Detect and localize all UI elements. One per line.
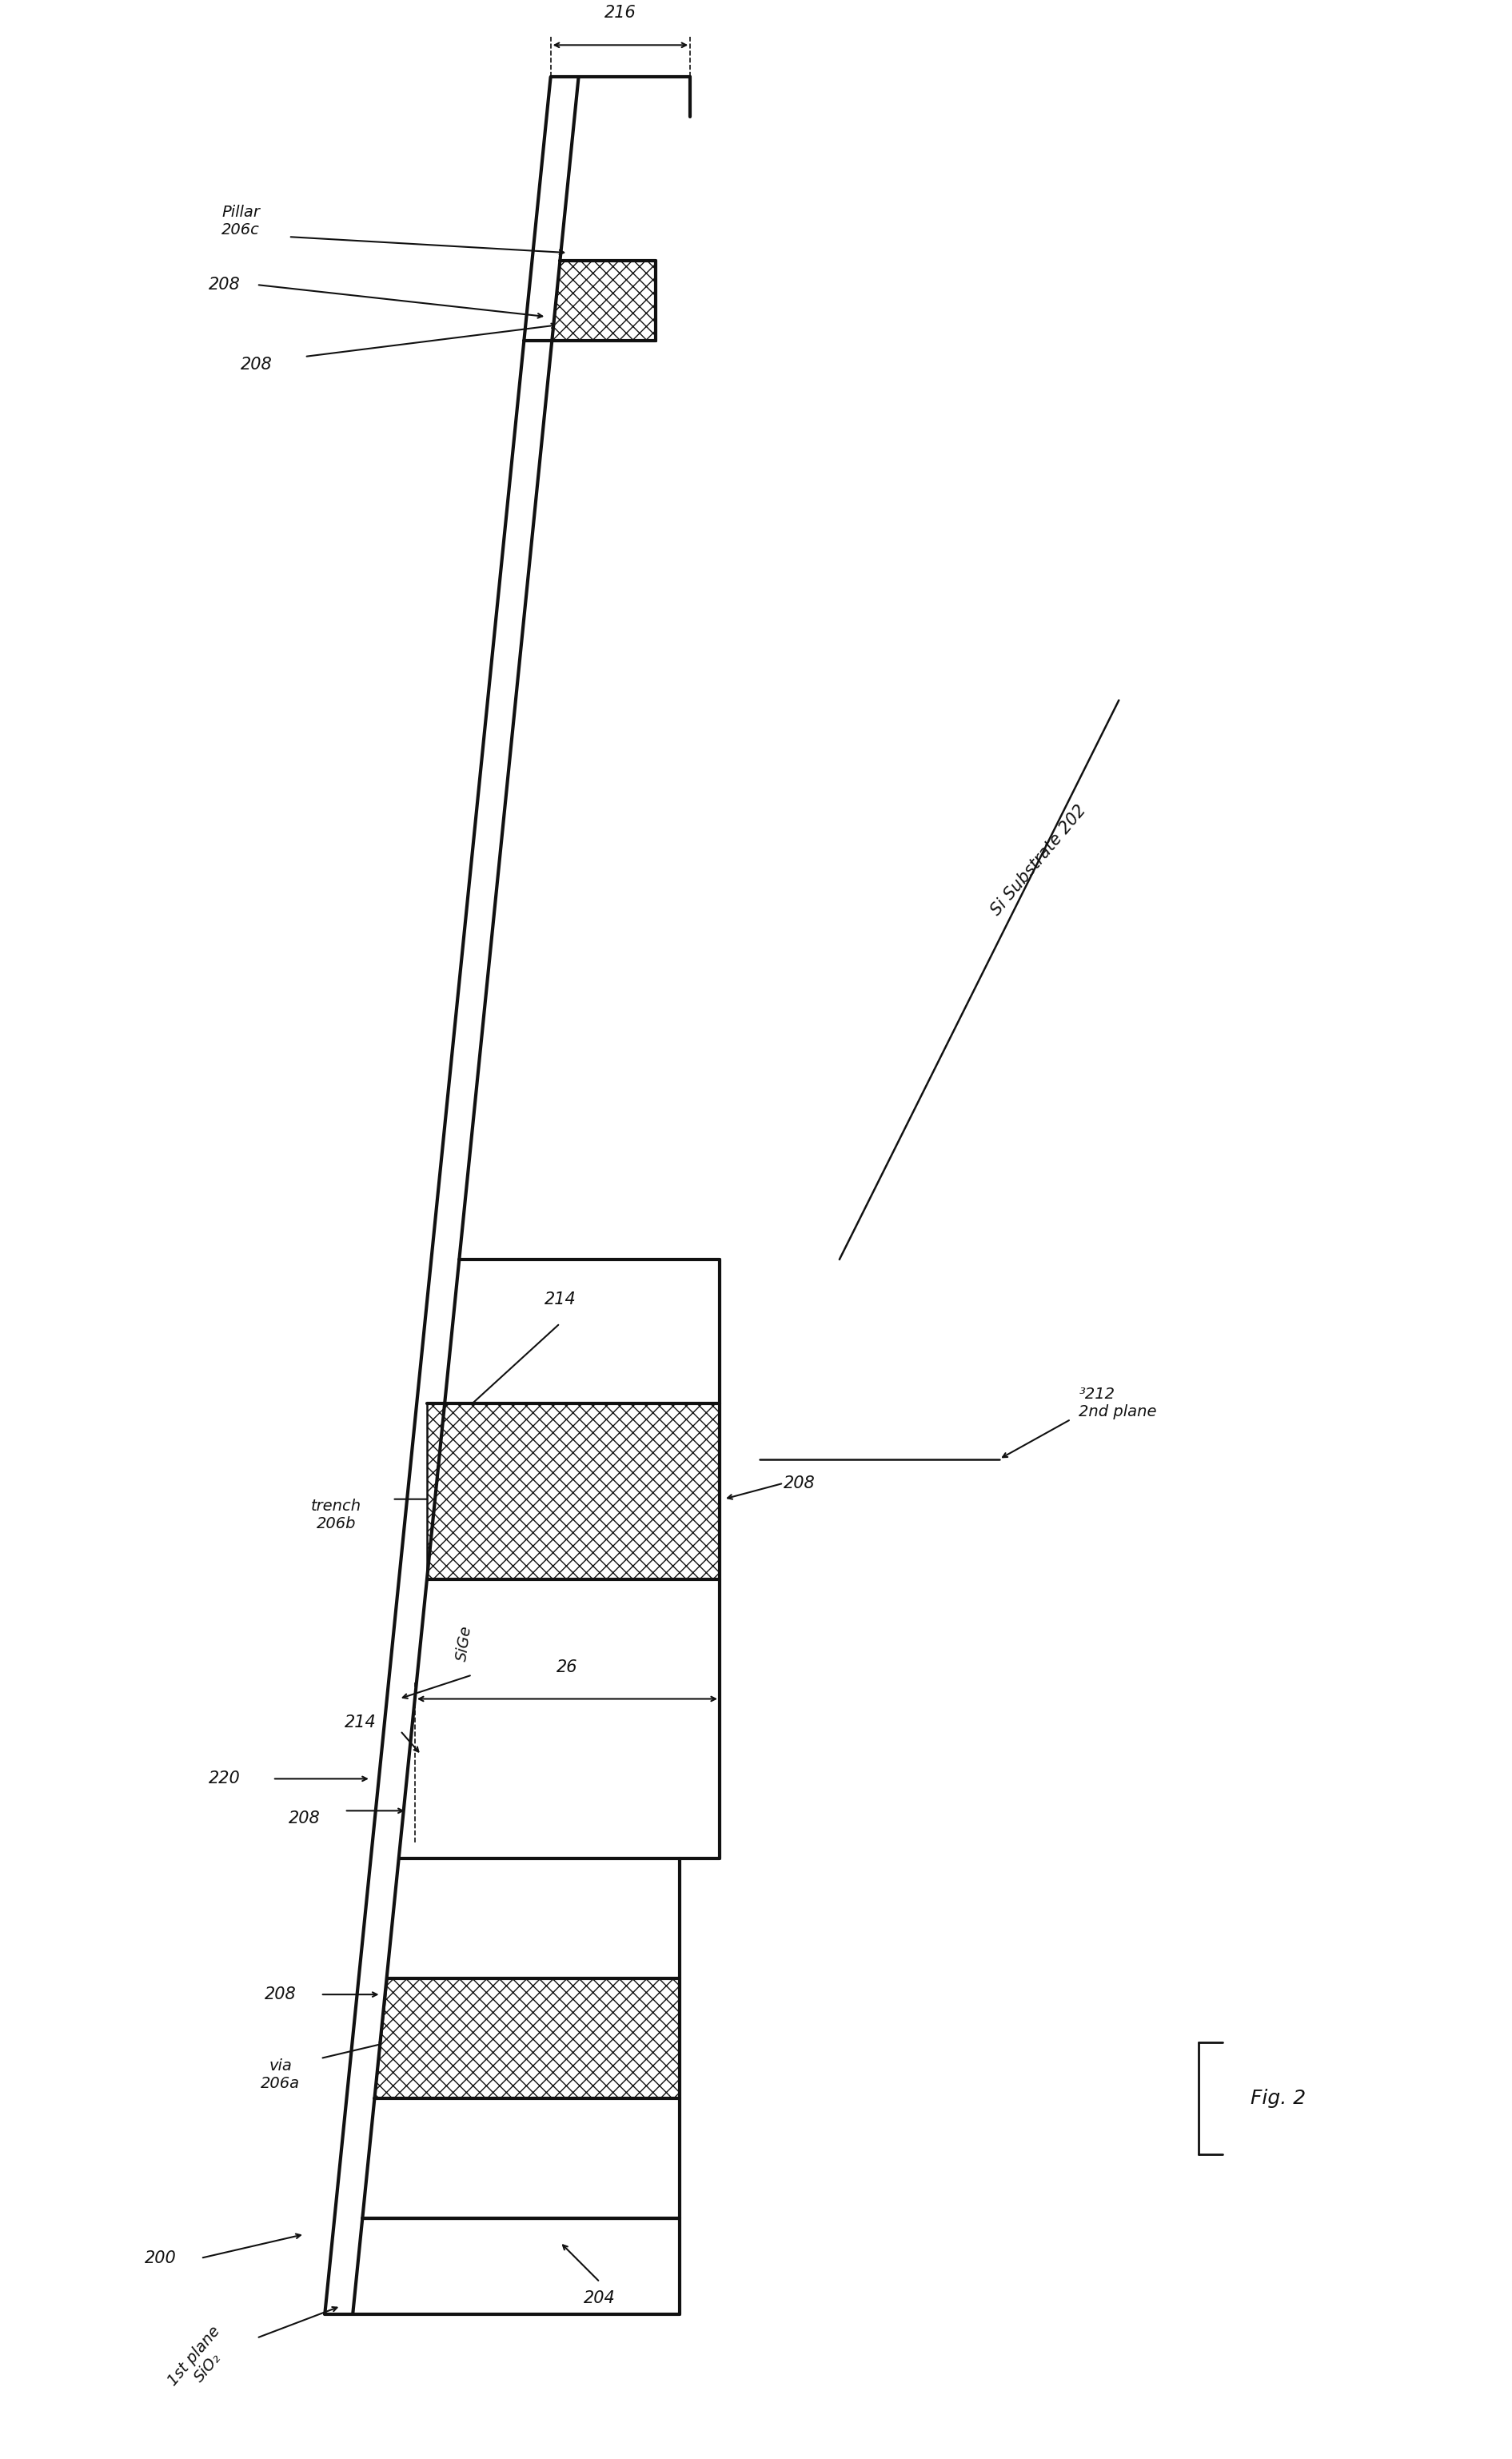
Text: 208: 208 [289,1810,321,1827]
Text: 208: 208 [783,1475,815,1490]
Polygon shape [375,1979,680,2098]
Text: Fig. 2: Fig. 2 [1250,2088,1306,2107]
Text: 216: 216 [605,5,637,22]
Text: via
206a: via 206a [262,2058,301,2090]
Text: 220: 220 [209,1770,240,1788]
Polygon shape [426,1404,720,1579]
Text: 1st plane
SiO₂: 1st plane SiO₂ [165,2324,236,2400]
Text: Si Substrate 202: Si Substrate 202 [989,802,1090,917]
Text: ³212
2nd plane: ³212 2nd plane [1080,1387,1157,1419]
Text: 200: 200 [145,2250,177,2267]
Text: 208: 208 [240,357,272,374]
Text: 26: 26 [556,1660,578,1675]
Text: 204: 204 [584,2289,615,2307]
Text: SiGe: SiGe [454,1623,475,1662]
Text: 208: 208 [265,1987,296,2002]
Text: 214: 214 [544,1291,576,1308]
Text: 214: 214 [345,1714,376,1731]
Text: Pillar
206c: Pillar 206c [221,204,260,236]
Polygon shape [552,261,656,342]
Text: trench
206b: trench 206b [311,1498,361,1532]
Text: 208: 208 [209,278,240,293]
